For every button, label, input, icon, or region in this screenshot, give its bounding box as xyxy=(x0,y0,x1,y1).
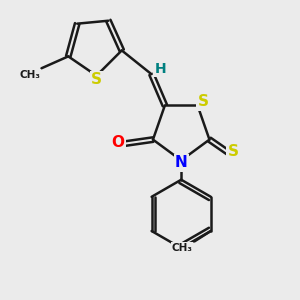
Text: N: N xyxy=(175,155,188,170)
Text: S: S xyxy=(228,144,239,159)
Text: O: O xyxy=(112,135,125,150)
Text: H: H xyxy=(154,62,166,76)
Text: CH₃: CH₃ xyxy=(172,243,193,253)
Text: S: S xyxy=(197,94,208,110)
Text: CH₃: CH₃ xyxy=(19,70,40,80)
Text: S: S xyxy=(91,72,102,87)
